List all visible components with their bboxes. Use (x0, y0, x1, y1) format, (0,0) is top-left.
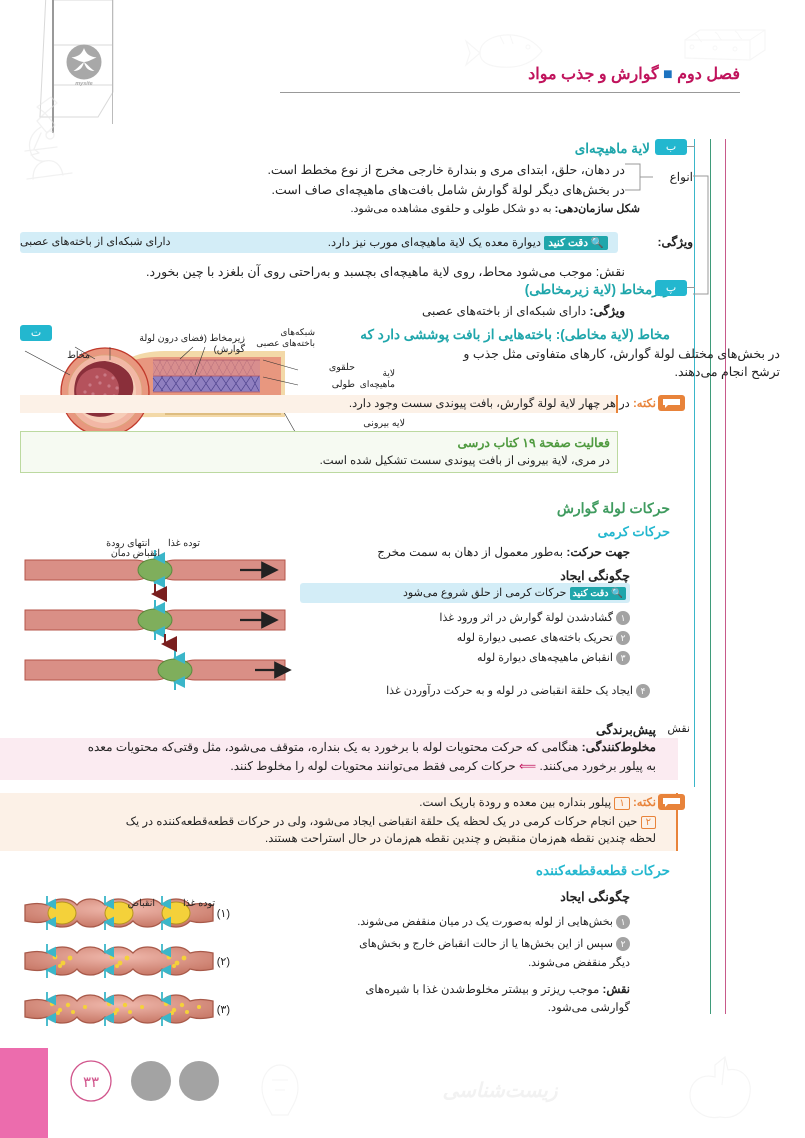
svg-text:۳۳: ۳۳ (83, 1074, 99, 1091)
svg-text:(۲): (۲) (217, 956, 230, 968)
svg-text:(۱): (۱) (217, 908, 230, 920)
svg-text:(۳): (۳) (217, 1004, 230, 1016)
